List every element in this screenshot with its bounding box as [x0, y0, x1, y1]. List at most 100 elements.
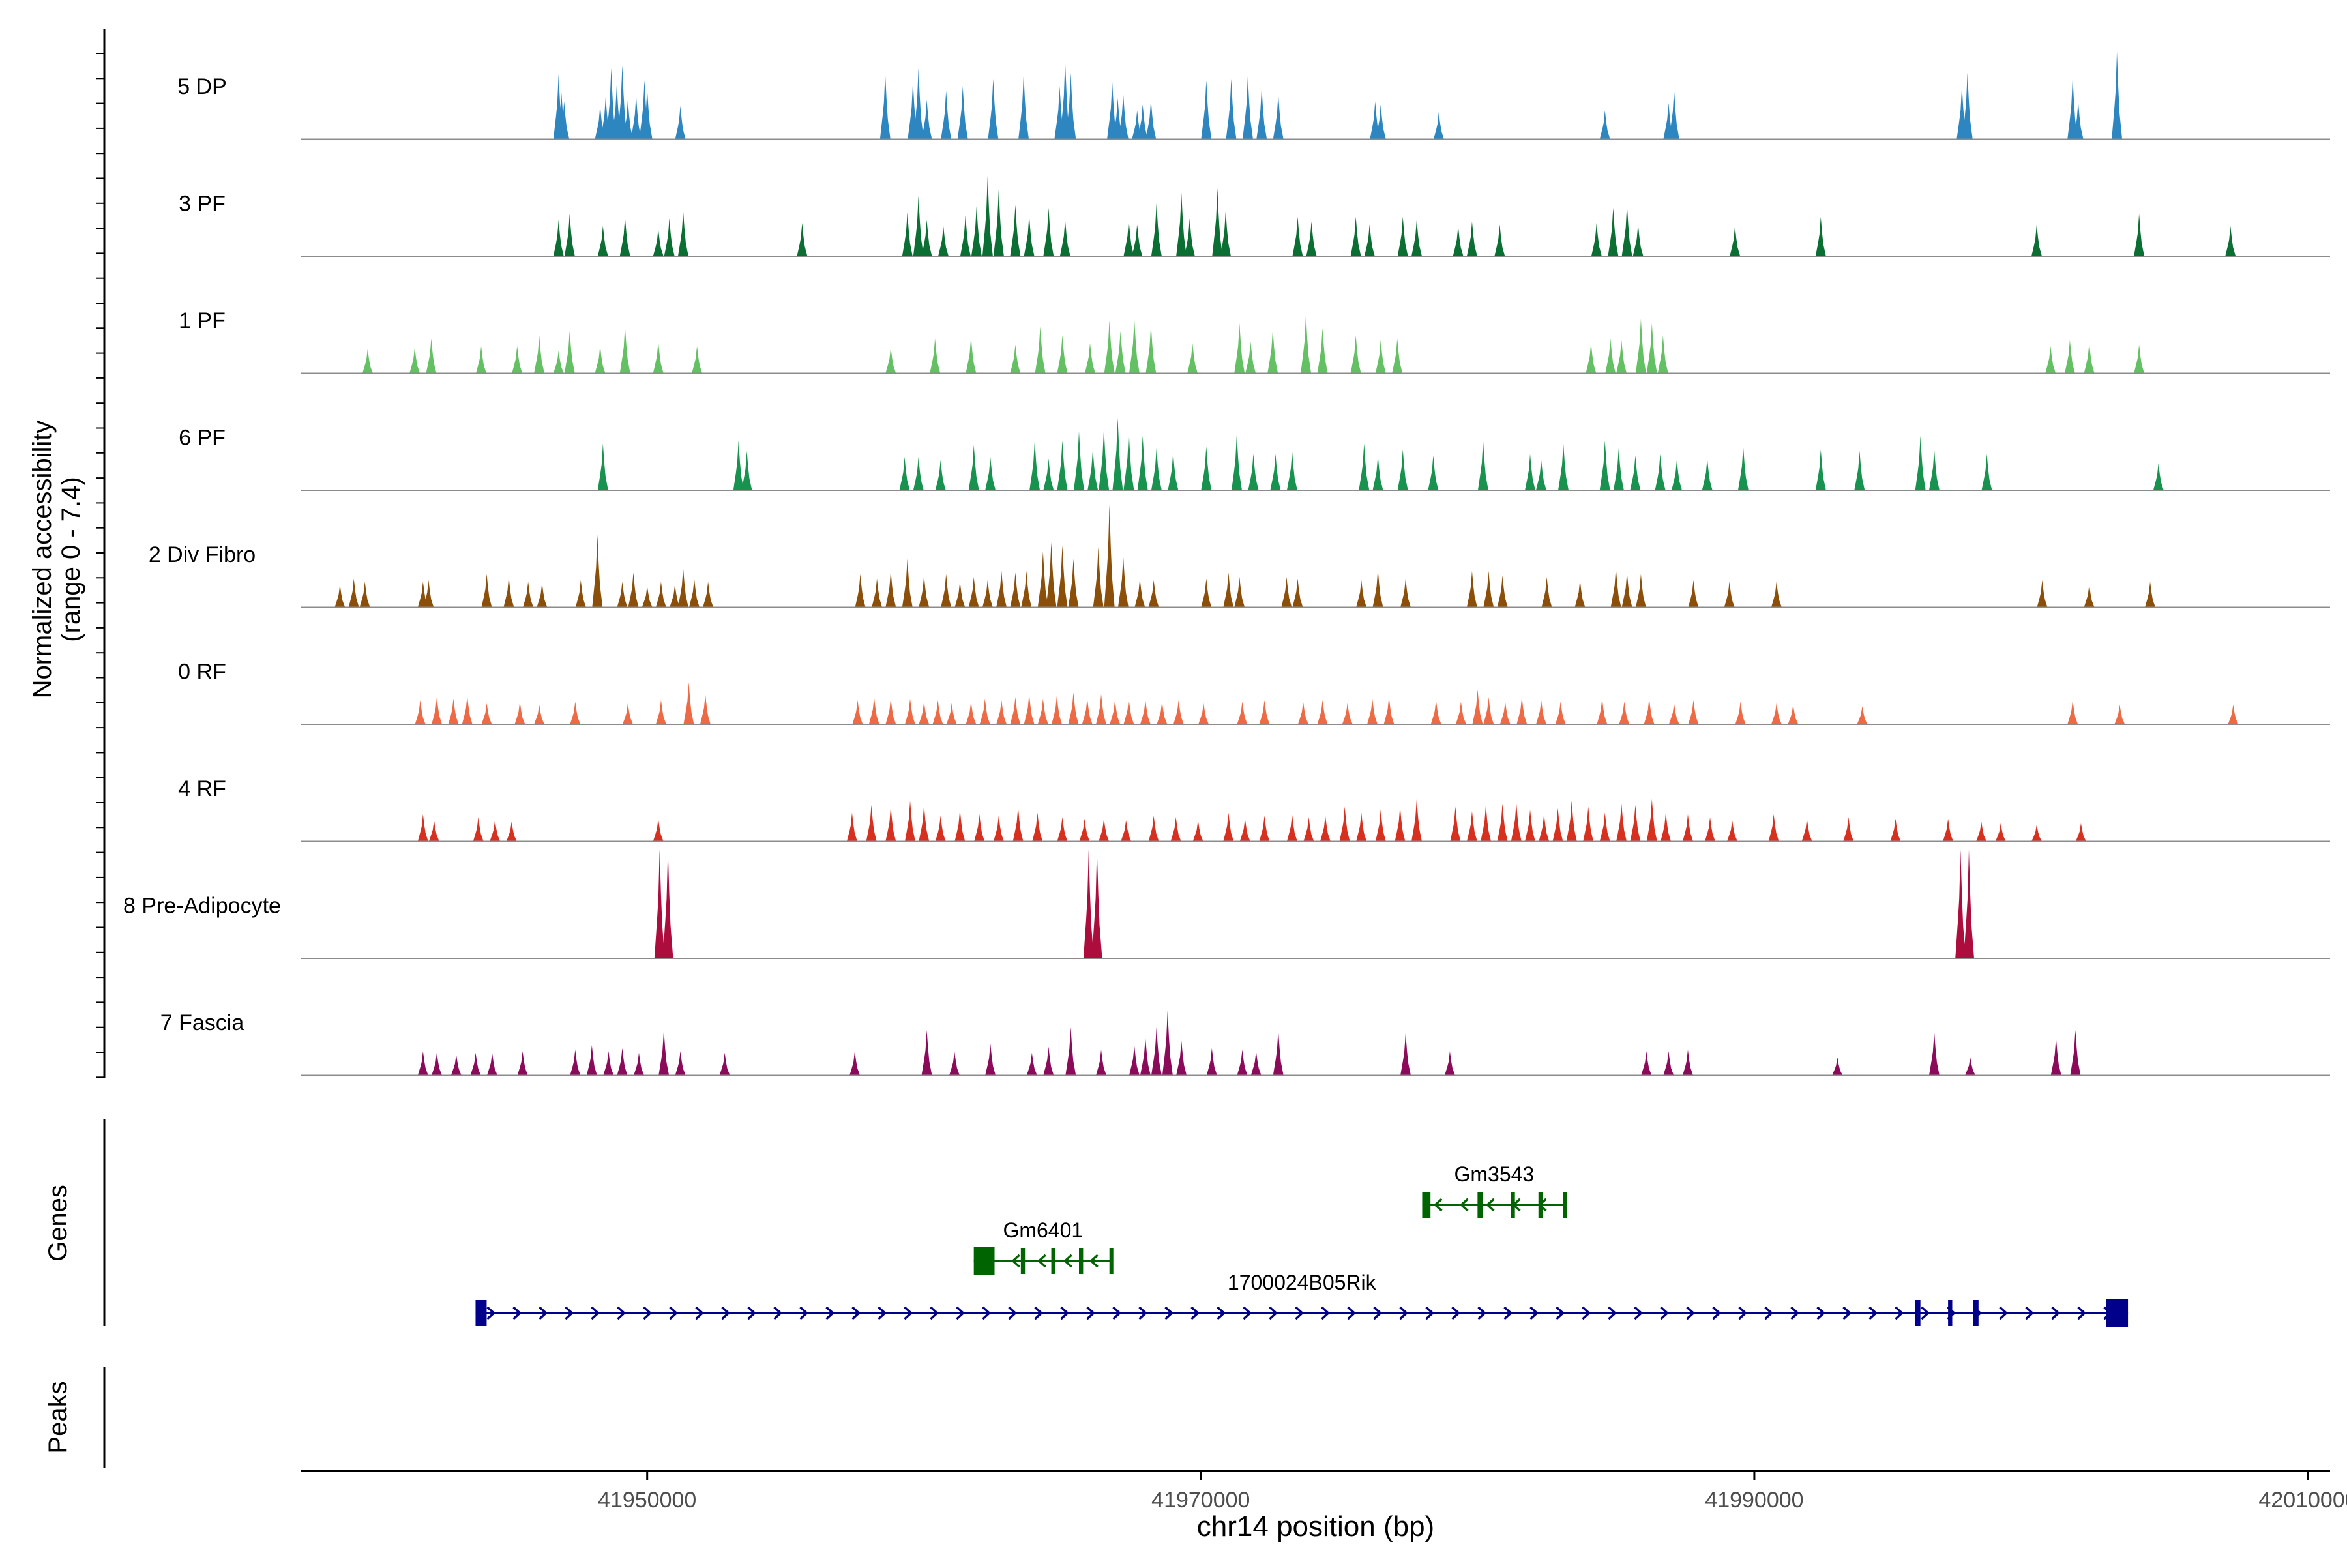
x-tick-label: 42010000: [2258, 1488, 2347, 1513]
coverage-peak: [1400, 1033, 1411, 1076]
coverage-peak: [905, 800, 915, 842]
coverage-peak: [1621, 572, 1632, 608]
coverage-peak: [1854, 451, 1865, 490]
coverage-peak: [2067, 77, 2078, 140]
coverage-peak: [1599, 110, 1610, 140]
coverage-peak: [930, 338, 941, 374]
coverage-peak: [1234, 577, 1245, 608]
coverage-peak: [913, 196, 924, 256]
coverage-peak: [1112, 417, 1123, 490]
coverage-peak: [1367, 698, 1378, 724]
coverage-peak: [1683, 1050, 1693, 1076]
coverage-peak: [932, 700, 943, 724]
coverage-peak: [662, 850, 673, 958]
coverage-peak: [1121, 820, 1132, 842]
coverage-peak: [677, 568, 688, 608]
coverage-peak: [1151, 448, 1162, 490]
coverage-peak: [1339, 806, 1350, 842]
coverage-peak: [1173, 700, 1184, 724]
coverage-peak: [1536, 700, 1546, 724]
coverage-peak: [617, 582, 628, 608]
coverage-peak: [1688, 700, 1699, 724]
coverage-peak: [592, 535, 603, 608]
coverage-peak: [902, 212, 913, 256]
coverage-peak: [2031, 825, 2042, 842]
coverage-peak: [719, 1052, 730, 1076]
coverage-peak: [1635, 574, 1646, 608]
coverage-peak: [1104, 320, 1115, 374]
strand-arrow-icon: [695, 1306, 705, 1320]
coverage-peak: [2031, 224, 2042, 256]
coverage-peak: [1029, 440, 1041, 490]
strand-arrow-icon: [1503, 1306, 1513, 1320]
coverage-peak: [1605, 338, 1616, 374]
coverage-peak: [1245, 341, 1256, 374]
coverage-peak: [1168, 452, 1179, 490]
coverage-peak: [1201, 578, 1212, 608]
coverage-peak: [534, 704, 545, 724]
coverage-peak: [949, 1051, 960, 1076]
coverage-peak: [619, 326, 630, 374]
coverage-peak: [1995, 823, 2006, 842]
coverage-peak: [570, 1050, 581, 1076]
y-axis-title-line1: Normalized accessibility: [28, 421, 57, 699]
coverage-peak: [517, 1051, 528, 1076]
coverage-peak: [1574, 580, 1586, 608]
coverage-peak: [1223, 812, 1234, 842]
coverage-peak: [1497, 575, 1508, 608]
track-label: 2 Div Fibro: [149, 542, 256, 567]
coverage-peak: [1397, 449, 1408, 490]
coverage-peak: [1494, 224, 1505, 256]
coverage-peak: [1099, 428, 1110, 490]
coverage-peak: [1123, 698, 1134, 724]
coverage-peak: [1771, 582, 1782, 608]
coverage-peak: [913, 457, 924, 490]
coverage-peak: [2064, 340, 2075, 374]
coverage-peak: [1737, 446, 1749, 490]
gene-1700024b05rik: 1700024B05Rik: [475, 1271, 2129, 1327]
coverage-peak: [1981, 454, 1992, 490]
coverage-peak: [617, 1048, 628, 1076]
coverage-peak: [1079, 818, 1090, 842]
coverage-peak: [415, 700, 426, 724]
coverage-peak: [885, 570, 896, 608]
coverage-peak: [334, 584, 346, 608]
coverage-peak: [1043, 207, 1054, 256]
coverage-peak: [642, 586, 653, 608]
coverage-peak: [1110, 700, 1121, 724]
coverage-peak: [1151, 1027, 1162, 1076]
coverage-peak: [855, 574, 866, 608]
coverage-peak: [966, 702, 977, 724]
strand-arrow-icon: [1764, 1306, 1774, 1320]
coverage-peak: [985, 457, 996, 490]
coverage-peak: [606, 68, 617, 140]
coverage-peak: [993, 190, 1004, 256]
coverage-peak: [409, 348, 421, 374]
strand-arrow-icon: [512, 1306, 522, 1320]
coverage-peak: [1525, 809, 1535, 842]
coverage-peak: [1065, 1027, 1076, 1076]
coverage-peak: [1619, 702, 1630, 724]
coverage-peak: [2070, 1030, 2081, 1076]
coverage-peak: [941, 91, 952, 140]
coverage-peak: [348, 578, 359, 608]
coverage-peak: [852, 700, 863, 724]
coverage-peak: [597, 226, 608, 256]
strand-arrow-icon: [1433, 1198, 1443, 1212]
coverage-peak: [1599, 812, 1610, 842]
gene-gm6401: Gm6401: [973, 1219, 1114, 1275]
coverage-peak: [653, 229, 664, 256]
coverage-peak: [654, 850, 665, 958]
coverage-peak: [1655, 454, 1666, 490]
strand-arrow-icon: [747, 1306, 757, 1320]
coverage-peak: [1117, 555, 1129, 608]
coverage-peak: [1450, 806, 1461, 842]
coverage-peak: [1372, 569, 1383, 608]
coverage-peak: [1955, 850, 1966, 958]
coverage-peak: [1646, 799, 1657, 842]
coverage-peak: [1145, 100, 1157, 140]
strand-arrow-icon: [1842, 1306, 1852, 1320]
strand-arrow-icon: [643, 1306, 653, 1320]
coverage-peak: [1630, 455, 1641, 490]
coverage-peak: [849, 1051, 861, 1076]
